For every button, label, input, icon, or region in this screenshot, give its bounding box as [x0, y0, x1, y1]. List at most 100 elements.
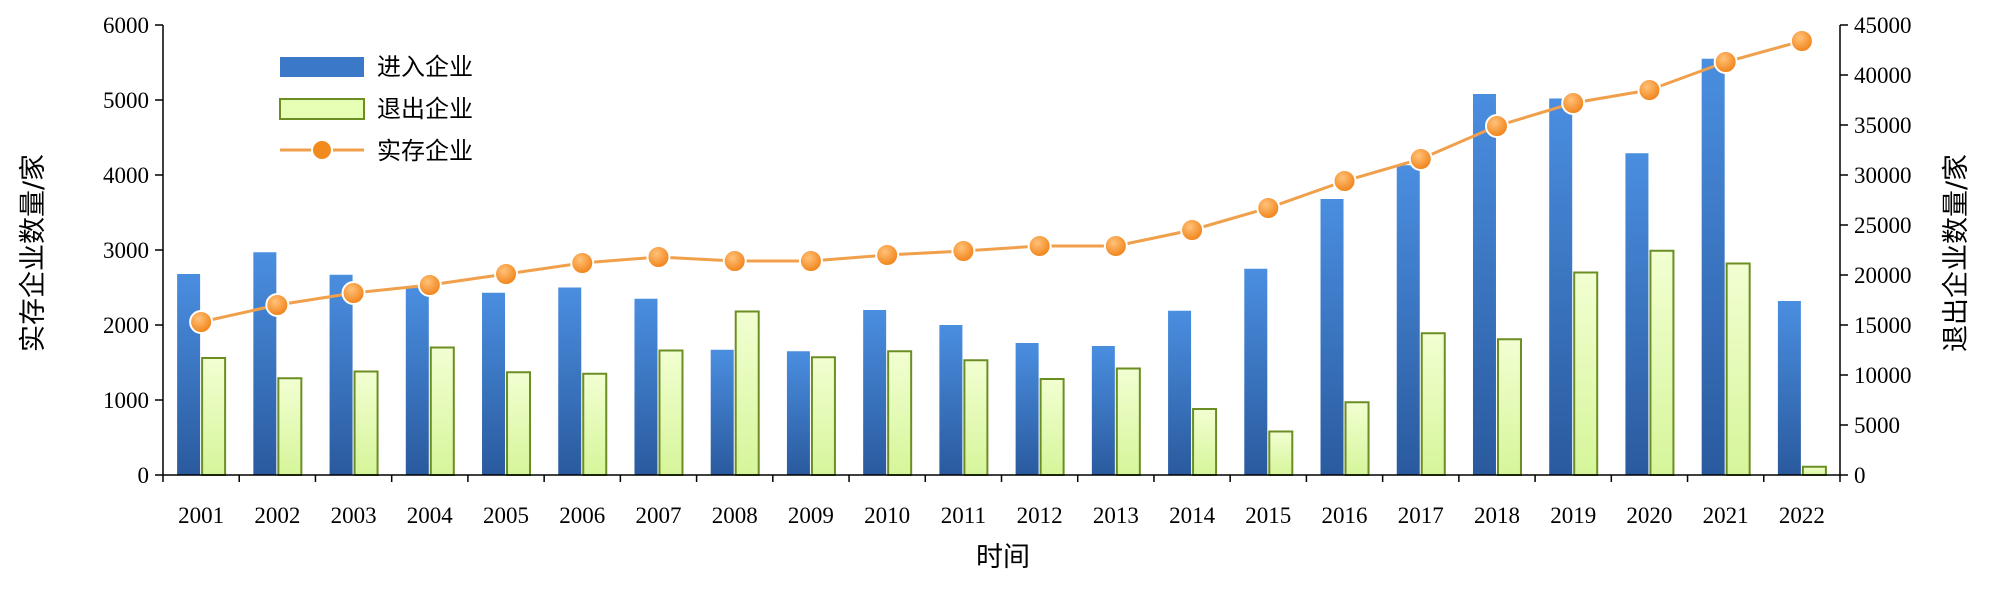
bar-exited-2018	[1496, 338, 1522, 476]
x-tick-label-2022: 2022	[1779, 503, 1825, 528]
point-surviving-2016	[1332, 169, 1357, 193]
point-surviving-2021	[1713, 50, 1738, 74]
y-right-tick-label-25000: 25000	[1854, 213, 1912, 238]
bars-layer	[177, 58, 1827, 476]
bar-entered-2012	[1015, 343, 1039, 475]
y-axis-right-title: 退出企业数量/家	[1941, 154, 1972, 352]
y-right-tick-label-40000: 40000	[1854, 63, 1912, 88]
x-tick-label-2016: 2016	[1322, 503, 1368, 528]
bar-exited-2019	[1573, 271, 1599, 476]
point-surviving-2018	[1484, 114, 1509, 138]
bar-exited-2003	[353, 370, 379, 476]
bar-entered-2015	[1244, 268, 1268, 475]
x-tick-label-2013: 2013	[1093, 503, 1139, 528]
bar-entered-2017	[1396, 165, 1420, 475]
bar-exited-2010	[887, 350, 913, 476]
point-surviving-2017	[1408, 147, 1433, 171]
bar-entered-2019	[1549, 98, 1573, 475]
y-right-tick-label-30000: 30000	[1854, 163, 1912, 188]
y-right-tick-label-5000: 5000	[1854, 413, 1900, 438]
bar-entered-2011	[939, 325, 963, 475]
y-left-tick-label-2000: 2000	[103, 313, 149, 338]
legend: 进入企业 退出企业 实存企业	[279, 53, 473, 165]
bar-exited-2004	[429, 346, 455, 476]
legend-swatch-entered	[280, 57, 364, 77]
bar-exited-2014	[1192, 408, 1218, 476]
y-left-tick-label-1000: 1000	[103, 388, 149, 413]
x-tick-label-2018: 2018	[1474, 503, 1520, 528]
point-surviving-2003	[341, 281, 366, 305]
point-surviving-2012	[1027, 234, 1052, 258]
y-left-tick-label-6000: 6000	[103, 13, 149, 38]
bar-exited-2006	[582, 372, 608, 476]
x-tick-label-2008: 2008	[712, 503, 758, 528]
x-tick-label-2004: 2004	[407, 503, 454, 528]
bar-entered-2003	[329, 274, 353, 475]
line-surviving	[200, 39, 1803, 324]
x-tick-label-2015: 2015	[1245, 503, 1291, 528]
bar-exited-2009	[810, 356, 836, 476]
y-left-tick-label-5000: 5000	[103, 88, 149, 113]
x-tick-label-2011: 2011	[941, 503, 986, 528]
bar-entered-2002	[253, 252, 277, 475]
x-tick-label-2001: 2001	[178, 503, 224, 528]
point-surviving-2010	[875, 243, 900, 267]
y-right-tick-label-35000: 35000	[1854, 113, 1912, 138]
x-tick-label-2003: 2003	[331, 503, 377, 528]
x-tick-label-2002: 2002	[254, 503, 300, 528]
bar-entered-2010	[863, 310, 887, 475]
bar-exited-2021	[1725, 262, 1751, 476]
bar-exited-2005	[506, 371, 532, 476]
bar-exited-2008	[734, 310, 760, 476]
y-left-tick-label-0: 0	[138, 463, 150, 488]
x-tick-label-2006: 2006	[559, 503, 605, 528]
bar-exited-2015	[1268, 430, 1294, 476]
bar-entered-2008	[710, 349, 734, 475]
bar-entered-2009	[786, 351, 810, 475]
point-surviving-2022	[1789, 29, 1814, 53]
legend-label-entered: 进入企业	[377, 53, 473, 81]
x-tick-label-2014: 2014	[1169, 503, 1216, 528]
bar-exited-2016	[1344, 401, 1370, 476]
bar-exited-2012	[1039, 378, 1065, 476]
point-surviving-2005	[494, 262, 519, 286]
x-axis-title: 时间	[976, 542, 1030, 573]
point-surviving-2002	[265, 293, 290, 317]
bar-exited-2011	[963, 359, 989, 476]
legend-label-surviving: 实存企业	[377, 137, 473, 165]
point-surviving-2008	[722, 249, 747, 273]
x-tick-label-2021: 2021	[1703, 503, 1749, 528]
axes-layer	[155, 24, 1848, 482]
y-right-tick-label-15000: 15000	[1854, 313, 1912, 338]
point-surviving-2014	[1180, 218, 1205, 242]
bar-entered-2022	[1777, 301, 1801, 475]
bar-exited-2013	[1115, 367, 1141, 476]
bar-entered-2004	[405, 286, 429, 475]
bar-entered-2005	[482, 292, 506, 475]
point-surviving-2011	[951, 239, 976, 263]
y-axis-left-title: 实存企业数量/家	[18, 154, 49, 352]
y-right-tick-label-45000: 45000	[1854, 13, 1912, 38]
y-left-tick-label-3000: 3000	[103, 238, 149, 263]
legend-label-exited: 退出企业	[377, 95, 473, 123]
point-surviving-2020	[1637, 78, 1662, 102]
point-surviving-2004	[417, 273, 442, 297]
point-surviving-2009	[798, 249, 823, 273]
x-tick-label-2017: 2017	[1398, 503, 1444, 528]
x-tick-label-2010: 2010	[864, 503, 910, 528]
bar-entered-2014	[1168, 310, 1192, 475]
point-surviving-2019	[1561, 91, 1586, 115]
point-surviving-2015	[1256, 196, 1281, 220]
bar-entered-2021	[1701, 58, 1725, 475]
x-tick-label-2007: 2007	[635, 503, 681, 528]
point-surviving-2013	[1103, 234, 1128, 258]
bar-exited-2022	[1801, 465, 1827, 476]
y-right-tick-label-20000: 20000	[1854, 263, 1912, 288]
x-tick-label-2020: 2020	[1626, 503, 1672, 528]
bar-exited-2002	[277, 377, 303, 476]
y-right-tick-label-10000: 10000	[1854, 363, 1912, 388]
y-right-tick-label-0: 0	[1854, 463, 1866, 488]
bar-exited-2001	[201, 357, 227, 476]
